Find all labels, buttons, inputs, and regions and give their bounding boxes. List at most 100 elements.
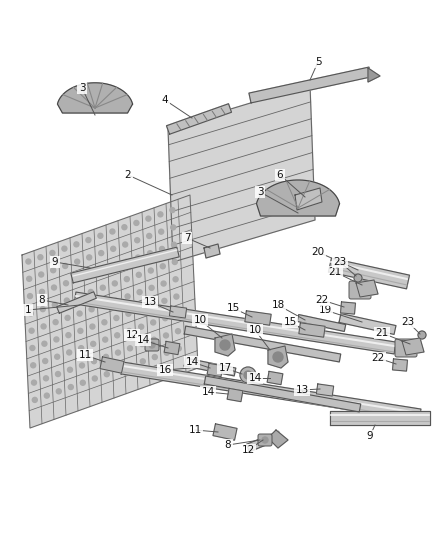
Text: 3: 3 [257,187,263,197]
Circle shape [175,311,180,317]
Circle shape [32,398,37,402]
Circle shape [140,359,145,364]
Circle shape [112,281,117,286]
Circle shape [112,264,117,269]
Text: 2: 2 [125,170,131,180]
Circle shape [62,246,67,251]
Circle shape [79,346,84,351]
Circle shape [51,268,56,273]
Circle shape [39,272,44,277]
Circle shape [54,337,59,342]
Circle shape [149,342,155,348]
Polygon shape [295,188,322,210]
Polygon shape [268,346,288,368]
Circle shape [41,324,46,329]
Circle shape [30,345,35,351]
Circle shape [124,260,128,264]
Circle shape [273,352,283,362]
Circle shape [146,216,151,221]
Polygon shape [299,323,325,337]
Text: 14: 14 [136,335,150,345]
Circle shape [100,285,105,290]
Circle shape [139,342,145,346]
Text: 14: 14 [248,373,261,383]
Circle shape [354,274,362,282]
Circle shape [177,346,181,351]
Circle shape [116,350,120,355]
Circle shape [89,307,94,312]
Text: 11: 11 [188,425,201,435]
Circle shape [76,294,81,299]
Text: 10: 10 [248,325,261,335]
Circle shape [56,372,60,376]
Circle shape [240,367,256,383]
Circle shape [127,328,132,334]
Circle shape [80,363,85,368]
Circle shape [42,359,48,364]
Circle shape [262,437,268,443]
Circle shape [162,298,167,303]
Circle shape [42,341,47,346]
Circle shape [176,329,180,334]
Circle shape [31,363,36,368]
Text: 14: 14 [185,357,198,367]
Polygon shape [74,292,396,354]
Circle shape [127,346,133,351]
Circle shape [152,354,157,360]
Text: 8: 8 [225,440,231,450]
Circle shape [152,337,156,342]
Polygon shape [22,195,198,428]
Circle shape [134,221,139,225]
Circle shape [160,264,165,269]
Circle shape [68,384,73,390]
Polygon shape [267,372,283,385]
Circle shape [88,289,93,294]
Polygon shape [316,384,334,396]
Circle shape [162,316,168,321]
Circle shape [151,320,155,325]
Circle shape [244,371,252,379]
Circle shape [90,324,95,329]
Circle shape [27,276,32,281]
Text: 21: 21 [375,328,389,338]
Circle shape [171,225,176,230]
Circle shape [128,363,133,368]
Circle shape [150,303,155,308]
Circle shape [159,246,165,252]
Circle shape [158,212,163,217]
Circle shape [148,251,152,256]
Circle shape [28,311,33,316]
Polygon shape [297,314,346,332]
Circle shape [123,242,128,247]
Polygon shape [213,424,237,440]
Text: 19: 19 [318,305,332,315]
Circle shape [159,229,164,234]
Circle shape [77,311,82,316]
Circle shape [52,302,57,308]
Circle shape [87,255,92,260]
Circle shape [104,372,110,377]
Polygon shape [341,302,356,314]
Circle shape [164,350,170,356]
Circle shape [147,233,152,238]
Text: 16: 16 [159,365,172,375]
Circle shape [57,389,61,394]
Text: 15: 15 [283,317,297,327]
Polygon shape [215,334,235,356]
Circle shape [43,376,49,381]
Circle shape [102,337,108,342]
Polygon shape [164,341,180,354]
Circle shape [32,380,36,385]
Polygon shape [328,258,410,289]
Polygon shape [257,180,339,216]
Text: 9: 9 [52,257,58,267]
Circle shape [139,324,144,329]
Text: 18: 18 [272,300,285,310]
Text: 11: 11 [78,350,92,360]
Circle shape [125,294,130,299]
Polygon shape [57,83,133,113]
Circle shape [135,238,140,243]
Polygon shape [184,358,236,376]
Polygon shape [339,313,396,334]
Circle shape [66,333,71,337]
